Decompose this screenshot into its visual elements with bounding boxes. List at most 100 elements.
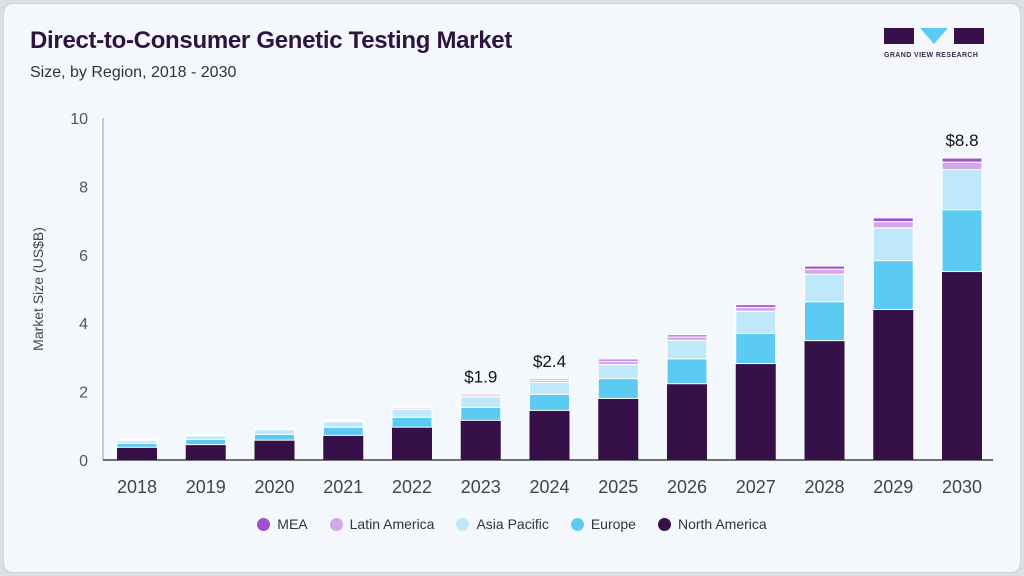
bar-segment-asia-pacific xyxy=(804,273,845,303)
bar-segment-north-america xyxy=(804,340,845,460)
x-tick-label: 2019 xyxy=(186,477,226,497)
x-tick-label: 2023 xyxy=(461,477,501,497)
bar-segment-mea xyxy=(322,419,364,422)
bar-segment-mea xyxy=(529,378,570,381)
bar-total-label: $2.4 xyxy=(533,352,566,371)
legend-item[interactable]: Latin America xyxy=(329,516,435,532)
y-tick-label: 6 xyxy=(79,248,88,265)
bar-segment-mea xyxy=(666,334,708,338)
bar-segment-europe xyxy=(941,209,983,273)
legend-label: Latin America xyxy=(349,516,435,532)
legend: MEA Latin America Asia Pacific Europe North … xyxy=(0,516,1024,532)
x-tick-label: 2020 xyxy=(254,477,294,497)
bar-segment-latin-america xyxy=(666,336,708,341)
bar-segment-asia-pacific xyxy=(872,227,914,262)
legend-label: MEA xyxy=(277,516,308,532)
bar-segment-europe xyxy=(872,260,914,311)
bar-segment-north-america xyxy=(942,271,982,460)
y-tick-label: 10 xyxy=(70,111,88,128)
legend-label: Asia Pacific xyxy=(476,516,549,532)
bar-segment-mea xyxy=(597,358,639,362)
chart-title: Direct-to-Consumer Genetic Testing Marke… xyxy=(30,27,513,54)
bar-segment-mea xyxy=(185,434,227,436)
bar-segment-europe xyxy=(804,301,845,342)
bar-segment-latin-america xyxy=(872,221,914,229)
x-tick-label: 2029 xyxy=(873,477,913,497)
bar-segment-north-america xyxy=(254,440,295,460)
bar-segment-mea xyxy=(254,427,295,430)
legend-swatch-icon xyxy=(257,517,271,531)
bar-segment-asia-pacific xyxy=(941,169,983,211)
bar-segment-north-america xyxy=(529,410,570,460)
x-tick-label: 2025 xyxy=(598,477,638,497)
bar-segment-north-america xyxy=(873,309,914,460)
bar-segment-asia-pacific xyxy=(735,310,777,334)
bar-segment-mea xyxy=(735,304,777,308)
legend-label: North America xyxy=(677,516,767,532)
y-tick-label: 0 xyxy=(79,453,88,470)
legend-item[interactable]: Europe xyxy=(570,516,636,532)
bar-segment-asia-pacific xyxy=(391,408,433,418)
grand-view-research-logo: GRAND VIEW RESEARCH xyxy=(884,28,984,59)
y-axis-title: Market Size (US$B) xyxy=(30,227,46,351)
bar-segment-europe xyxy=(185,438,227,446)
x-tick-label: 2028 xyxy=(804,477,844,497)
bar-segment-latin-america xyxy=(804,268,845,275)
x-tick-label: 2022 xyxy=(392,477,432,497)
x-tick-label: 2018 xyxy=(117,477,157,497)
x-tick-label: 2027 xyxy=(736,477,776,497)
bar-segment-latin-america xyxy=(597,360,639,366)
bar-segment-mea xyxy=(460,393,502,397)
logo-text: GRAND VIEW RESEARCH xyxy=(884,52,979,59)
legend-item[interactable]: MEA xyxy=(257,516,308,532)
x-tick-label: 2024 xyxy=(529,477,569,497)
bar-segment-mea xyxy=(391,406,433,409)
bar-segment-latin-america xyxy=(735,306,777,312)
bar-segment-europe xyxy=(391,416,433,428)
bar-segment-europe xyxy=(460,406,502,421)
legend-item[interactable]: North America xyxy=(657,516,767,532)
bar-segment-north-america xyxy=(392,427,432,460)
bar-segment-asia-pacific xyxy=(460,396,502,408)
chart-subtitle: Size, by Region, 2018 - 2030 xyxy=(30,64,237,81)
bar-segment-asia-pacific xyxy=(254,429,295,435)
bar-segment-europe xyxy=(254,433,295,441)
bar-segment-mea xyxy=(116,438,158,441)
bar-segment-europe xyxy=(116,442,158,448)
chart-card xyxy=(3,3,1021,573)
bar-segment-north-america xyxy=(185,444,226,460)
bar-segment-asia-pacific xyxy=(597,364,639,380)
bar-total-label: $1.9 xyxy=(464,367,497,386)
bar-segment-europe xyxy=(529,393,570,411)
bar-total-label: $8.8 xyxy=(945,131,978,150)
bar-segment-north-america xyxy=(735,363,776,460)
y-tick-label: 4 xyxy=(79,316,88,333)
bar-segment-europe xyxy=(735,332,777,365)
bar-segment-mea xyxy=(941,157,983,163)
bar-segment-mea xyxy=(804,265,845,270)
bar-segment-asia-pacific xyxy=(529,381,570,395)
bar-segment-europe xyxy=(666,358,708,385)
x-tick-label: 2030 xyxy=(942,477,982,497)
y-tick-label: 2 xyxy=(79,385,88,402)
bar-segment-europe xyxy=(597,378,639,399)
bar-segment-north-america xyxy=(460,420,501,460)
bar-segment-north-america xyxy=(667,383,707,460)
bar-segment-north-america xyxy=(117,447,157,460)
bar-segment-north-america xyxy=(323,435,364,460)
logo-mark-icon xyxy=(884,28,984,44)
bar-segment-europe xyxy=(322,426,364,436)
x-tick-label: 2021 xyxy=(323,477,363,497)
bar-segment-asia-pacific xyxy=(322,421,364,428)
bar-segment-asia-pacific xyxy=(666,339,708,360)
y-tick-label: 8 xyxy=(79,179,88,196)
bar-segment-latin-america xyxy=(941,161,983,171)
legend-label: Europe xyxy=(590,516,636,532)
legend-swatch-icon xyxy=(657,517,671,531)
legend-swatch-icon xyxy=(456,517,470,531)
bar-segment-north-america xyxy=(598,398,639,460)
legend-swatch-icon xyxy=(329,517,343,531)
x-tick-label: 2026 xyxy=(667,477,707,497)
legend-item[interactable]: Asia Pacific xyxy=(456,516,549,532)
